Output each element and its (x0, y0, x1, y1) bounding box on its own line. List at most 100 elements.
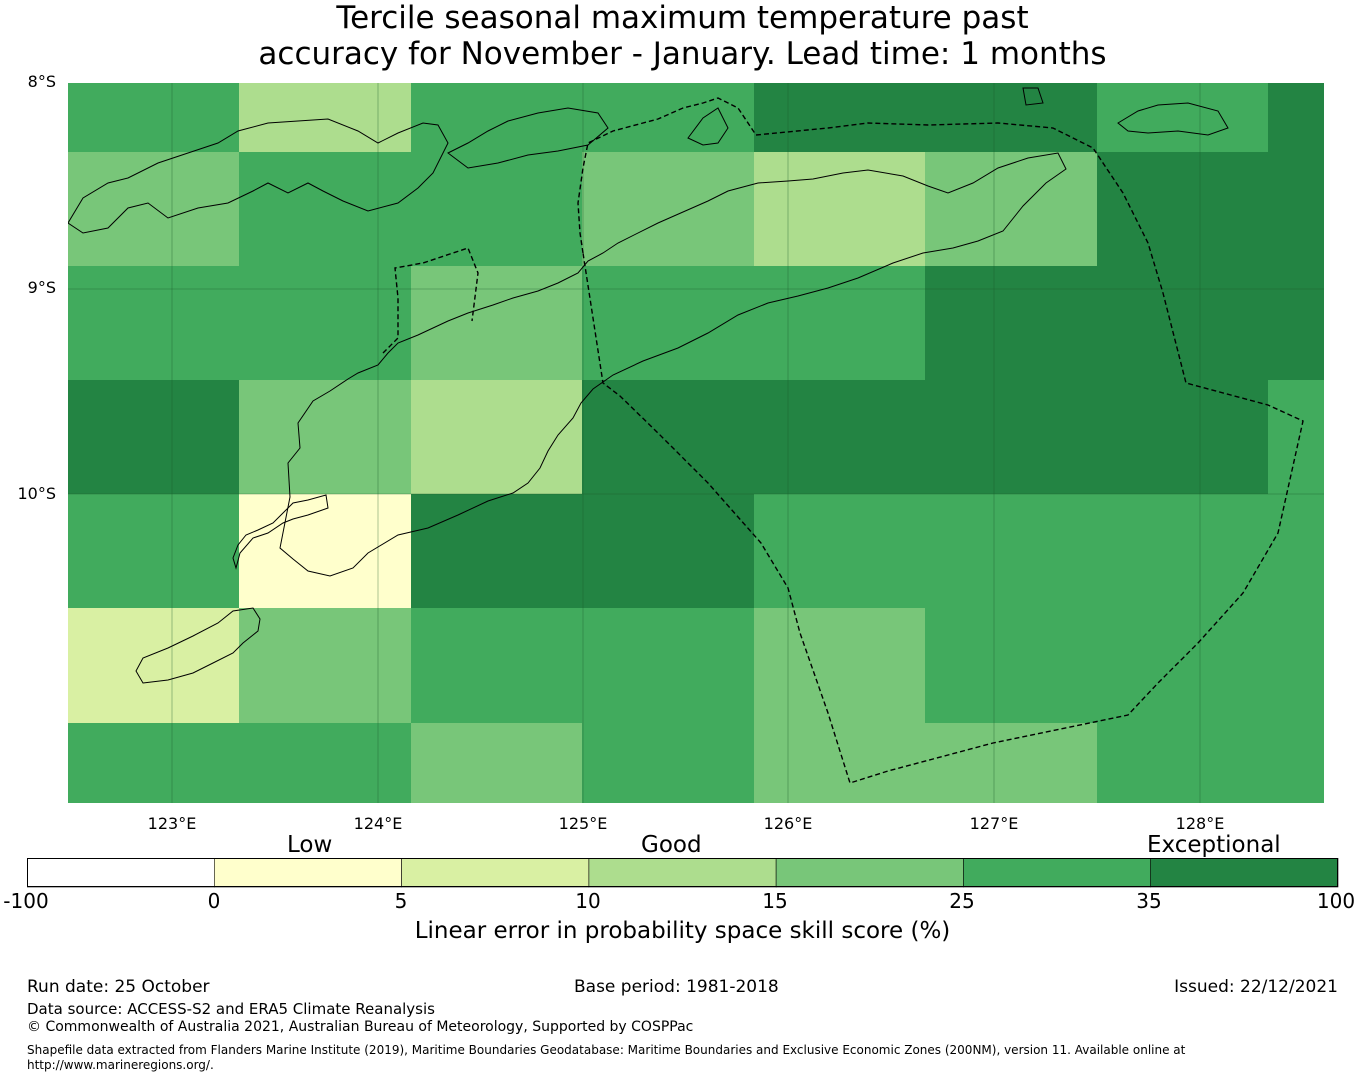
skill-score-map (68, 83, 1324, 803)
colorbar-tick: 35 (1136, 889, 1162, 913)
small-island (1022, 87, 1044, 106)
oecusse-eez (382, 247, 479, 354)
grid-cell (925, 380, 1097, 494)
colorbar-tick: 5 (394, 889, 408, 913)
lon-label-126e: 126°E (763, 814, 813, 833)
grid-cell (68, 494, 239, 608)
category-good: Good (641, 832, 702, 858)
grid-cell (1268, 83, 1324, 152)
category-exceptional: Exceptional (1147, 832, 1281, 858)
grid-cell (754, 494, 925, 608)
grid-cell (239, 152, 411, 266)
coastlines (68, 87, 1229, 684)
timor-leste-eez (577, 97, 1304, 784)
grid-cell (1268, 608, 1324, 723)
grid-cell (239, 723, 411, 803)
grid-cell (1268, 380, 1324, 494)
grid-cell (68, 83, 239, 152)
grid-cell (925, 494, 1097, 608)
colorbar (27, 858, 1339, 888)
grid-cell (1097, 723, 1268, 803)
data-source: Data source: ACCESS-S2 and ERA5 Climate … (27, 1000, 435, 1018)
grid-cell (1097, 608, 1268, 723)
grid-cell (239, 608, 411, 723)
grid-cell (582, 266, 754, 380)
grid-cell (582, 152, 754, 266)
grid-cell (68, 266, 239, 380)
lon-label-128e: 128°E (1175, 814, 1225, 833)
grid-cell (754, 266, 925, 380)
grid-cell (411, 494, 582, 608)
colorbar-tick: 10 (575, 889, 601, 913)
grid-cell (754, 723, 925, 803)
colorbar-segments (27, 858, 1339, 888)
lon-label-125e: 125°E (558, 814, 608, 833)
lat-label-9s: 9°S (27, 278, 56, 297)
grid-cell (925, 608, 1097, 723)
grid-cell (754, 152, 925, 266)
colorbar-tick: -100 (3, 889, 49, 913)
grid-cell (582, 380, 754, 494)
lembata-coastline (447, 107, 609, 169)
grid-cell (754, 608, 925, 723)
grid-cell (1097, 83, 1268, 152)
alor-coastline (687, 107, 729, 146)
grid-cell (925, 266, 1097, 380)
grid-cell (582, 608, 754, 723)
grid-cell (1268, 723, 1324, 803)
grid-cell (925, 152, 1097, 266)
grid-cell (582, 83, 754, 152)
rote-coastline (232, 494, 329, 570)
lon-label-124e: 124°E (353, 814, 403, 833)
grid-cell (239, 266, 411, 380)
grid-cell (1097, 494, 1268, 608)
grid-cell (1097, 152, 1268, 266)
grid-cell (1268, 266, 1324, 380)
grid-cell (1097, 380, 1268, 494)
grid-cell (582, 494, 754, 608)
grid-cell (411, 83, 582, 152)
grid-cell (1268, 494, 1324, 608)
map-title-line-1: Tercile seasonal maximum temperature pas… (336, 0, 1029, 36)
map-title-line-2: accuracy for November - January. Lead ti… (258, 36, 1107, 72)
grid-cell (754, 380, 925, 494)
colorbar-segment (1150, 858, 1339, 888)
grid-cell (1097, 266, 1268, 380)
grid-cell (239, 83, 411, 152)
colorbar-tick: 100 (1316, 889, 1356, 913)
grid-cell (925, 83, 1097, 152)
timor-coastline (279, 152, 1067, 577)
grid-cell (239, 380, 411, 494)
lat-label-10s: 10°S (17, 484, 56, 503)
grid-cell (925, 723, 1097, 803)
colorbar-segment (27, 858, 215, 888)
run-date: Run date: 25 October (27, 977, 210, 997)
grid-cell (68, 723, 239, 803)
wetar-coastline (1117, 102, 1229, 136)
lon-label-123e: 123°E (147, 814, 197, 833)
graticule (68, 83, 1324, 803)
colorbar-tick: 15 (762, 889, 788, 913)
eez-boundary (382, 97, 1304, 784)
flores-coastline (68, 118, 449, 234)
colorbar-segment (588, 858, 777, 888)
skill-grid-cells (68, 83, 1324, 803)
category-low: Low (287, 832, 333, 858)
colorbar-label: Linear error in probability space skill … (414, 918, 951, 944)
colorbar-segment (775, 858, 964, 888)
sawu-coastline (135, 607, 261, 684)
colorbar-segment (963, 858, 1152, 888)
grid-cell (239, 494, 411, 608)
copyright-notice: © Commonwealth of Australia 2021, Austra… (27, 1019, 694, 1035)
base-period: Base period: 1981-2018 (574, 977, 779, 997)
grid-cell (411, 152, 582, 266)
grid-cell (754, 83, 925, 152)
colorbar-segment (401, 858, 590, 888)
lat-label-8s: 8°S (27, 72, 56, 91)
grid-cell (68, 152, 239, 266)
grid-cell (411, 723, 582, 803)
grid-cell (1268, 152, 1324, 266)
grid-cell (411, 608, 582, 723)
grid-cell (411, 266, 582, 380)
colorbar-segment (214, 858, 402, 888)
